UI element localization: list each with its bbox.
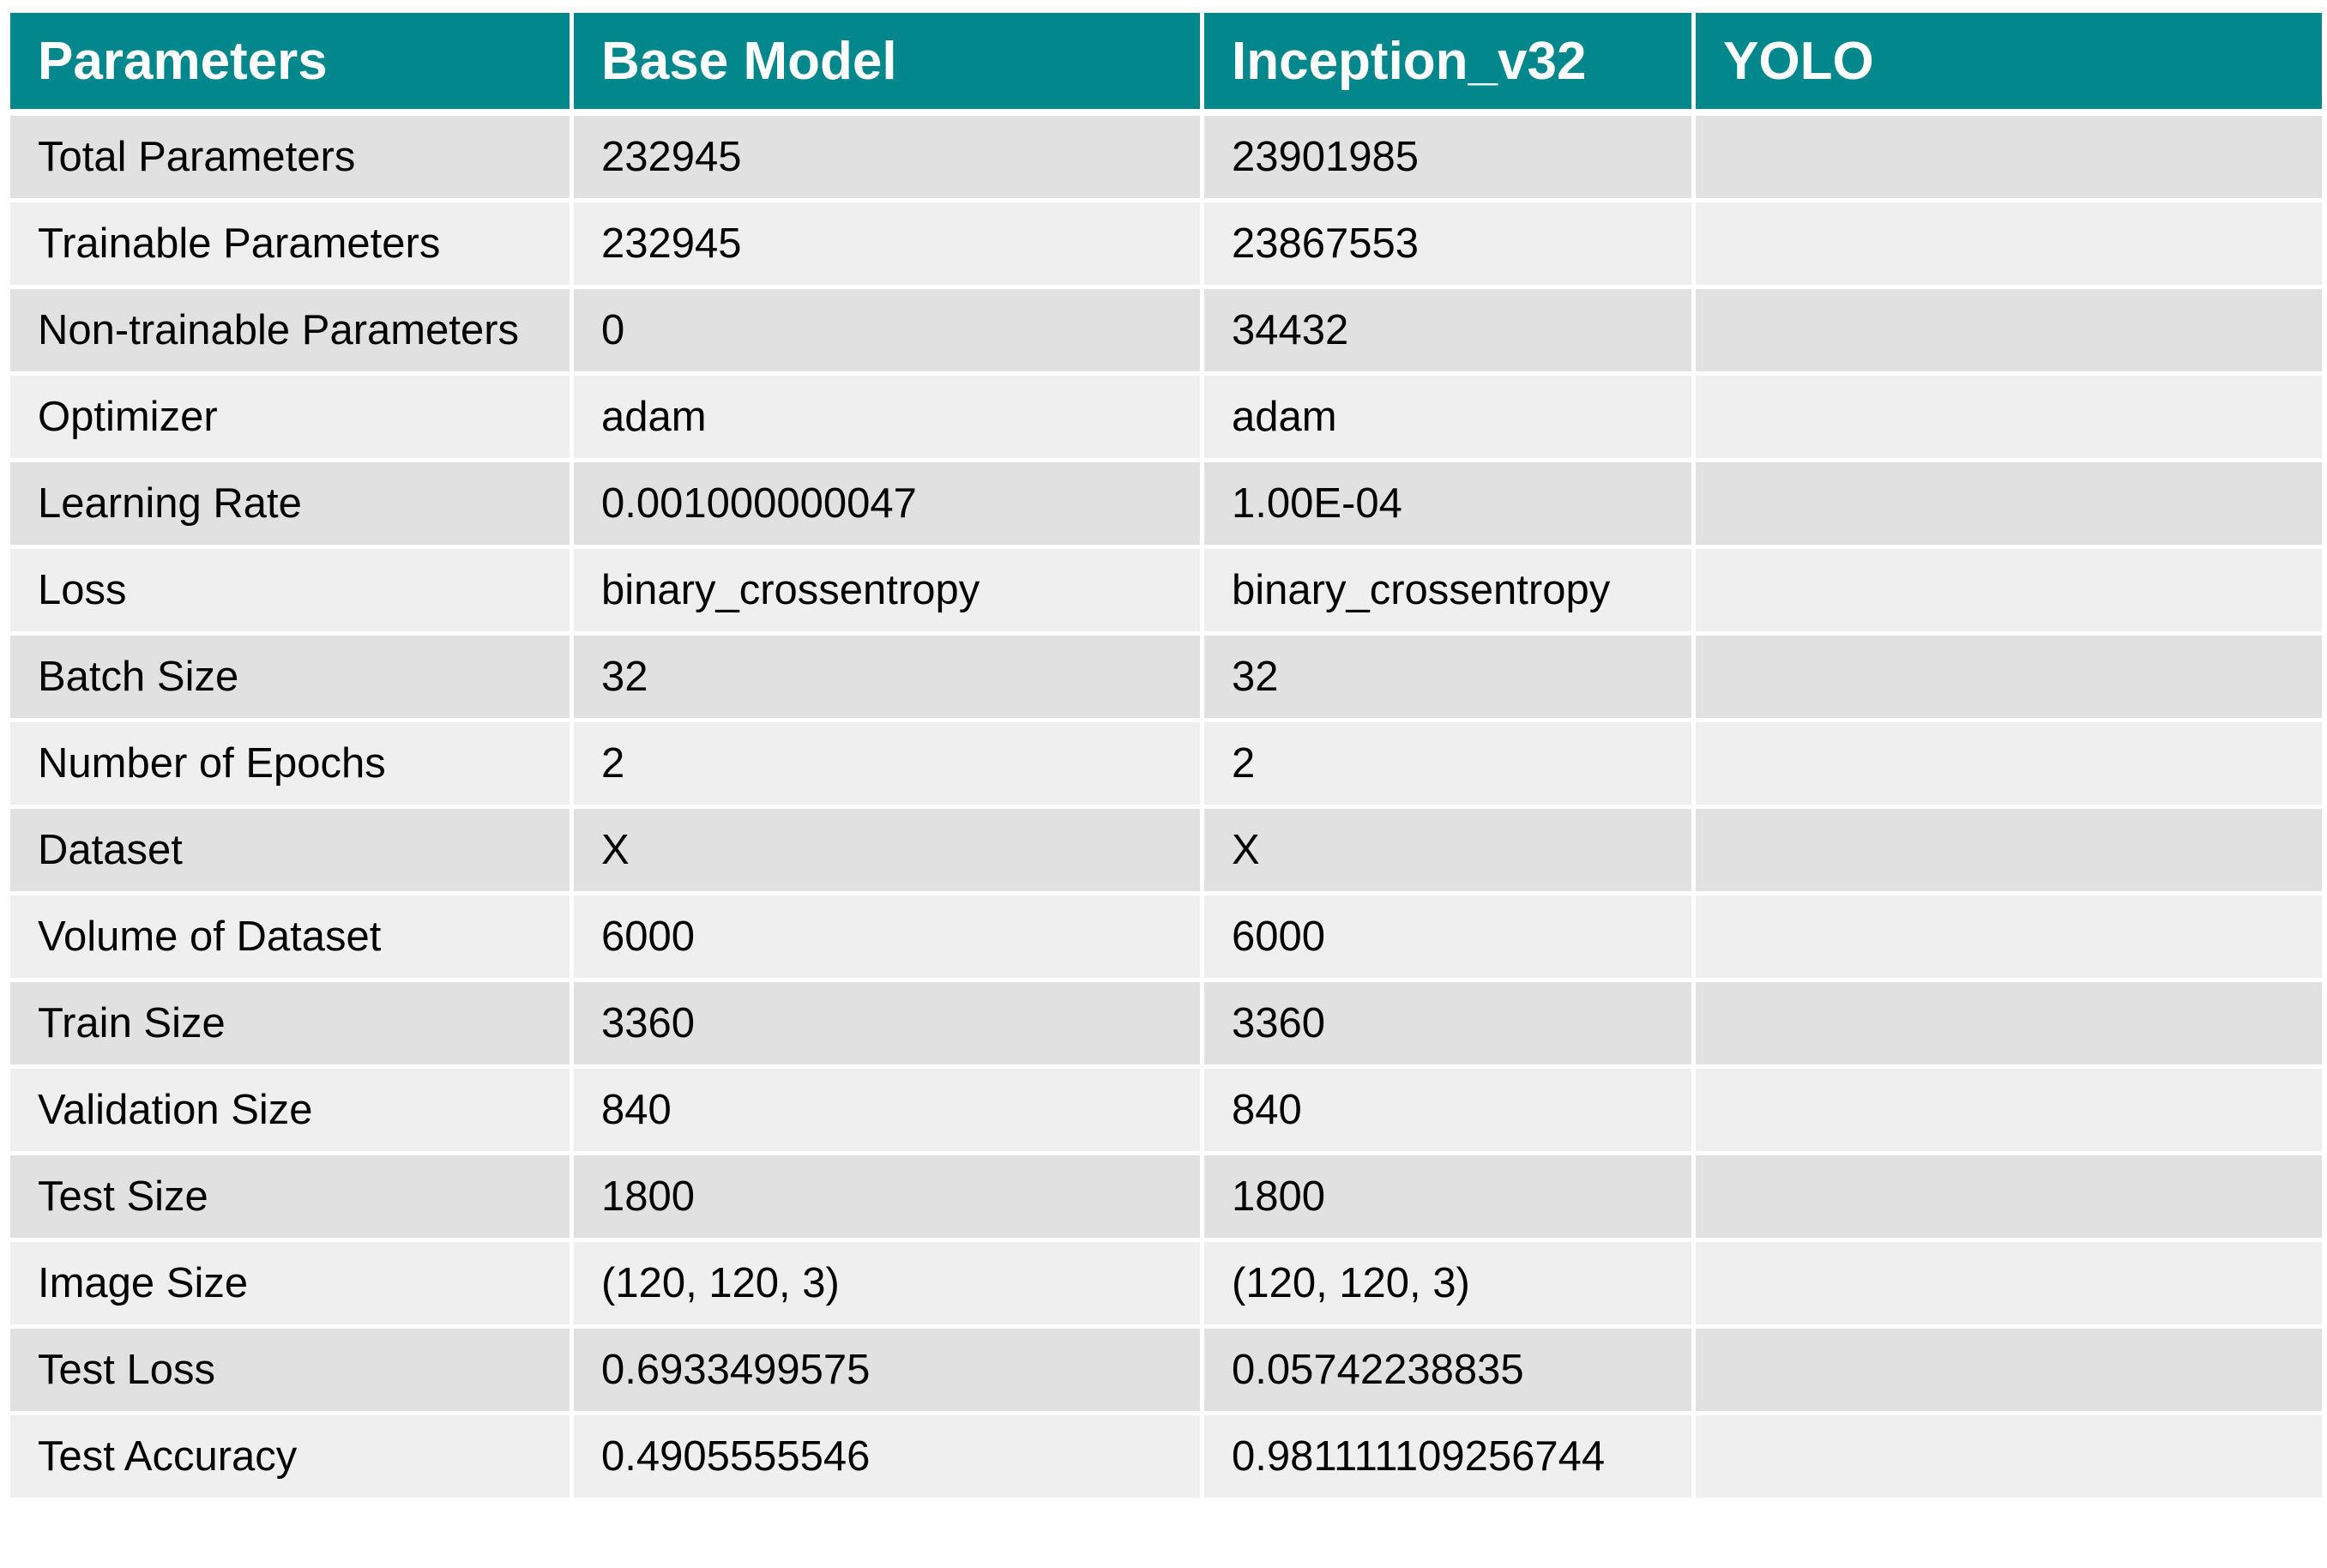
table-row: Test Loss 0.6933499575 0.05742238835 [6, 1324, 2326, 1415]
table-row: Train Size 3360 3360 [6, 978, 2326, 1069]
table-row: Test Size 1800 1800 [6, 1151, 2326, 1242]
inception-value-cell: binary_crossentropy [1200, 545, 1696, 636]
row-label-cell: Test Loss [6, 1324, 574, 1415]
yolo-value-cell [1691, 978, 2326, 1069]
column-header-inception-v32: Inception_v32 [1200, 9, 1696, 116]
table-row: Total Parameters 232945 23901985 [6, 110, 2326, 202]
yolo-value-cell [1691, 631, 2326, 722]
column-header-yolo: YOLO [1691, 9, 2326, 116]
table-row: Image Size (120, 120, 3) (120, 120, 3) [6, 1238, 2326, 1329]
row-label-cell: Test Size [6, 1151, 574, 1242]
inception-value-cell: 0.981111109256744 [1200, 1411, 1696, 1502]
table-row: Volume of Dataset 6000 6000 [6, 891, 2326, 982]
column-header-base-model: Base Model [570, 9, 1204, 116]
table-row: Number of Epochs 2 2 [6, 718, 2326, 809]
row-label-cell: Number of Epochs [6, 718, 574, 809]
inception-value-cell: 1.00E-04 [1200, 458, 1696, 549]
inception-value-cell: adam [1200, 371, 1696, 462]
inception-value-cell: X [1200, 805, 1696, 896]
row-label-cell: Image Size [6, 1238, 574, 1329]
table-header: Parameters Base Model Inception_v32 YOLO [6, 9, 2326, 116]
inception-value-cell: 0.05742238835 [1200, 1324, 1696, 1415]
table-row: Loss binary_crossentropy binary_crossentro… [6, 545, 2326, 636]
row-label-cell: Total Parameters [6, 110, 574, 202]
base-model-value-cell: 1800 [570, 1151, 1204, 1242]
yolo-value-cell [1691, 1151, 2326, 1242]
yolo-value-cell [1691, 110, 2326, 202]
base-model-value-cell: 0.6933499575 [570, 1324, 1204, 1415]
table-row: Optimizer adam adam [6, 371, 2326, 462]
yolo-value-cell [1691, 1324, 2326, 1415]
row-label-cell: Train Size [6, 978, 574, 1069]
inception-value-cell: 34432 [1200, 285, 1696, 376]
inception-value-cell: 1800 [1200, 1151, 1696, 1242]
base-model-value-cell: 232945 [570, 198, 1204, 289]
row-label-cell: Non-trainable Parameters [6, 285, 574, 376]
base-model-value-cell: (120, 120, 3) [570, 1238, 1204, 1329]
base-model-value-cell: 6000 [570, 891, 1204, 982]
row-label-cell: Batch Size [6, 631, 574, 722]
row-label-cell: Learning Rate [6, 458, 574, 549]
inception-value-cell: 3360 [1200, 978, 1696, 1069]
inception-value-cell: 2 [1200, 718, 1696, 809]
row-label-cell: Volume of Dataset [6, 891, 574, 982]
yolo-value-cell [1691, 371, 2326, 462]
base-model-value-cell: adam [570, 371, 1204, 462]
base-model-value-cell: 3360 [570, 978, 1204, 1069]
base-model-value-cell: 840 [570, 1064, 1204, 1155]
yolo-value-cell [1691, 545, 2326, 636]
table-row: Dataset X X [6, 805, 2326, 896]
yolo-value-cell [1691, 1238, 2326, 1329]
table-body: Total Parameters 232945 23901985 Trainable … [6, 110, 2326, 1502]
table-row: Batch Size 32 32 [6, 631, 2326, 722]
yolo-value-cell [1691, 891, 2326, 982]
inception-value-cell: (120, 120, 3) [1200, 1238, 1696, 1329]
base-model-value-cell: 0 [570, 285, 1204, 376]
base-model-value-cell: 32 [570, 631, 1204, 722]
base-model-value-cell: 0.001000000047 [570, 458, 1204, 549]
base-model-value-cell: 2 [570, 718, 1204, 809]
yolo-value-cell [1691, 198, 2326, 289]
base-model-value-cell: binary_crossentropy [570, 545, 1204, 636]
yolo-value-cell [1691, 718, 2326, 809]
inception-value-cell: 840 [1200, 1064, 1696, 1155]
header-row: Parameters Base Model Inception_v32 YOLO [6, 9, 2326, 116]
row-label-cell: Trainable Parameters [6, 198, 574, 289]
model-comparison-table: Parameters Base Model Inception_v32 YOLO To… [6, 9, 2326, 1502]
row-label-cell: Optimizer [6, 371, 574, 462]
inception-value-cell: 23867553 [1200, 198, 1696, 289]
table-row: Validation Size 840 840 [6, 1064, 2326, 1155]
yolo-value-cell [1691, 285, 2326, 376]
yolo-value-cell [1691, 458, 2326, 549]
inception-value-cell: 32 [1200, 631, 1696, 722]
inception-value-cell: 23901985 [1200, 110, 1696, 202]
table-row: Test Accuracy 0.4905555546 0.9811111092567… [6, 1411, 2326, 1502]
row-label-cell: Validation Size [6, 1064, 574, 1155]
base-model-value-cell: 0.4905555546 [570, 1411, 1204, 1502]
column-header-parameters: Parameters [6, 9, 574, 116]
yolo-value-cell [1691, 1064, 2326, 1155]
row-label-cell: Test Accuracy [6, 1411, 574, 1502]
base-model-value-cell: X [570, 805, 1204, 896]
table-row: Learning Rate 0.001000000047 1.00E-04 [6, 458, 2326, 549]
row-label-cell: Loss [6, 545, 574, 636]
base-model-value-cell: 232945 [570, 110, 1204, 202]
table-row: Non-trainable Parameters 0 34432 [6, 285, 2326, 376]
yolo-value-cell [1691, 805, 2326, 896]
inception-value-cell: 6000 [1200, 891, 1696, 982]
yolo-value-cell [1691, 1411, 2326, 1502]
table-row: Trainable Parameters 232945 23867553 [6, 198, 2326, 289]
row-label-cell: Dataset [6, 805, 574, 896]
